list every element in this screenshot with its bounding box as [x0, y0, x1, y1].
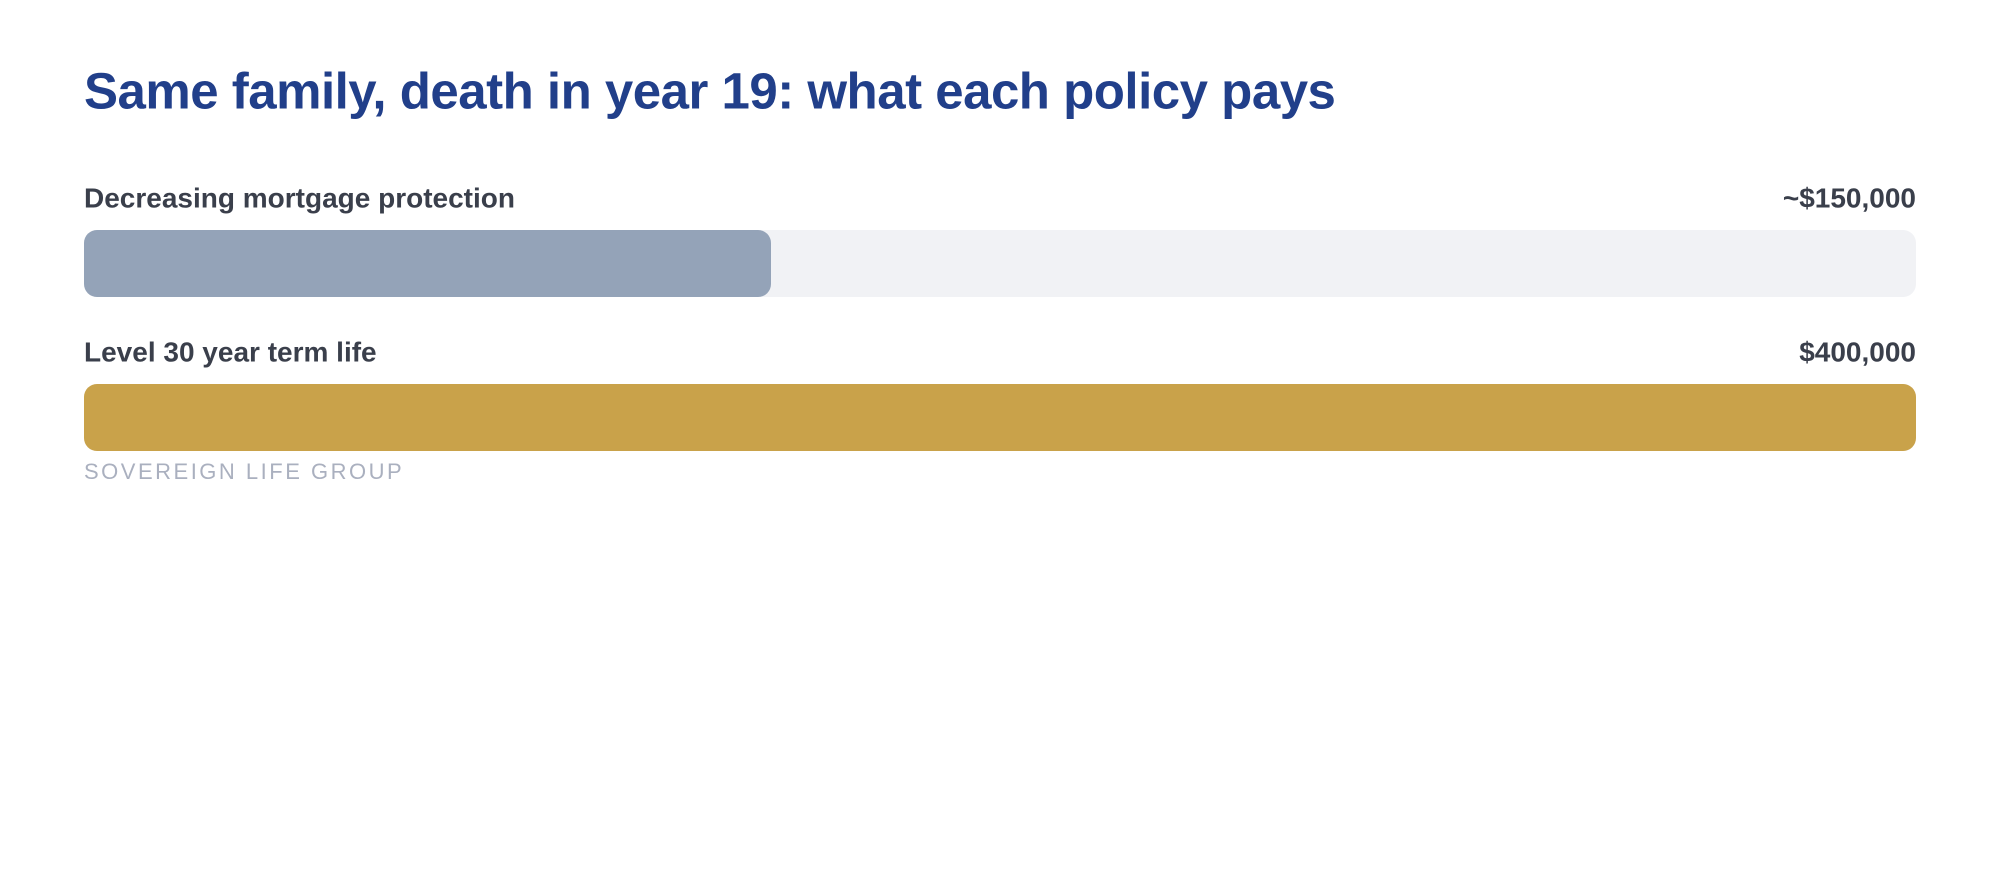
value-label: ~$150,000	[1783, 182, 1916, 213]
category-label: Level 30 year term life	[84, 336, 377, 367]
category-label: Decreasing mortgage protection	[84, 182, 515, 213]
bar	[84, 384, 1916, 451]
value-label: $400,000	[1799, 336, 1916, 367]
footer: SOVEREIGN LIFE GROUP	[84, 459, 404, 484]
chart-title: Same family, death in year 19: what each…	[84, 62, 1335, 119]
bar	[84, 230, 771, 297]
